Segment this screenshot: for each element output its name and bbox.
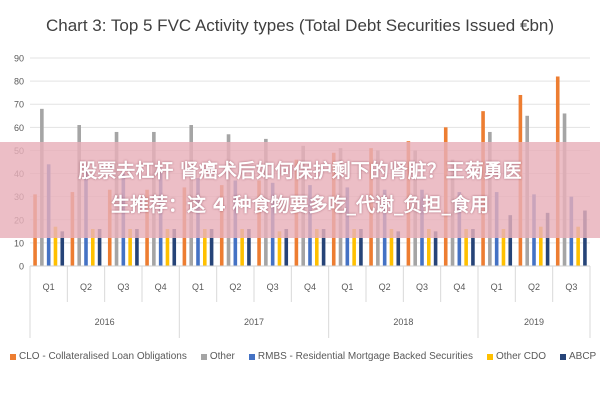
- bar: [539, 226, 543, 266]
- x-tick-label: Q1: [192, 282, 204, 292]
- bar: [172, 229, 177, 266]
- x-tick-label: Q4: [155, 282, 167, 292]
- x-tick-label: Q4: [304, 282, 316, 292]
- y-tick-label: 0: [19, 262, 24, 272]
- bar: [60, 231, 65, 266]
- bar: [464, 229, 468, 266]
- year-label: 2016: [95, 317, 115, 327]
- bar: [508, 215, 513, 266]
- overlay-headline-line1: 股票去杠杆 肾癌术后如何保护剩下的肾脏？王菊勇医: [78, 160, 522, 182]
- bar: [321, 229, 326, 266]
- legend-swatch: [10, 353, 16, 360]
- x-tick-label: Q2: [528, 282, 540, 292]
- x-tick-label: Q3: [117, 282, 129, 292]
- legend-label: Other: [209, 351, 235, 362]
- year-label: 2018: [393, 317, 413, 327]
- legend-label: CLO - Collateralised Loan Obligations: [19, 351, 187, 362]
- bar: [315, 229, 319, 266]
- bar: [284, 229, 289, 266]
- bar: [247, 229, 251, 266]
- overlay-headline[interactable]: 股票去杠杆 肾癌术后如何保护剩下的肾脏？王菊勇医 生推荐：这 4 种食物要多吃_…: [0, 154, 600, 222]
- bar: [209, 229, 214, 266]
- x-tick-label: Q4: [453, 282, 465, 292]
- x-tick-label: Q2: [80, 282, 92, 292]
- legend-item: CLO - Collateralised Loan Obligations: [10, 351, 187, 362]
- bar: [203, 229, 207, 266]
- x-tick-label: Q1: [491, 282, 503, 292]
- x-tick-label: Q3: [565, 282, 577, 292]
- x-tick-label: Q3: [416, 282, 428, 292]
- bar: [277, 231, 282, 266]
- x-tick-label: Q1: [341, 282, 353, 292]
- overlay-banner: [0, 142, 600, 238]
- bar: [389, 229, 394, 266]
- bar: [97, 229, 102, 266]
- bar: [583, 210, 587, 266]
- legend-swatch: [248, 353, 255, 360]
- legend-item: RMBS - Residential Mortgage Backed Secur…: [248, 351, 473, 362]
- bar: [545, 212, 550, 266]
- bar: [471, 229, 475, 266]
- chart-legend: CLO - Collateralised Loan Obligations Oth…: [10, 351, 596, 362]
- y-tick-label: 60: [14, 123, 24, 133]
- legend-item: Other CDO: [486, 351, 546, 362]
- bar: [427, 229, 431, 266]
- x-tick-label: Q2: [229, 282, 241, 292]
- year-label: 2017: [244, 317, 264, 327]
- y-tick-label: 90: [14, 54, 24, 64]
- bar: [396, 231, 401, 266]
- x-tick-label: Q2: [379, 282, 391, 292]
- overlay-headline-line2: 生推荐：这 4 种食物要多吃_代谢_负担_食用: [111, 194, 489, 216]
- bar: [165, 229, 170, 266]
- bar: [240, 229, 244, 266]
- y-tick-label: 80: [14, 77, 24, 87]
- legend-swatch: [560, 353, 566, 360]
- bar: [501, 229, 506, 266]
- bar: [91, 229, 95, 266]
- bar: [576, 226, 580, 266]
- y-tick-label: 10: [14, 238, 24, 248]
- bar: [359, 229, 363, 266]
- chart-title: Chart 3: Top 5 FVC Activity types (Total…: [45, 16, 555, 35]
- bar: [352, 229, 356, 266]
- legend-item: Other: [200, 351, 235, 362]
- x-axis: Q1 Q2 Q3 Q4 Q1 Q2 Q3 Q4 Q1 Q2 Q3 Q4 Q1 Q2 Q3 2016 2017 20…: [29, 265, 591, 338]
- legend-label: RMBS - Residential Mortgage Backed Secur…: [257, 351, 473, 362]
- legend-swatch: [486, 353, 493, 360]
- bar: [128, 229, 132, 266]
- legend-label: ABCP: [569, 351, 597, 362]
- x-tick-label: Q1: [43, 282, 55, 292]
- bar: [53, 226, 58, 266]
- legend-label: Other CDO: [495, 351, 546, 362]
- bar: [135, 229, 139, 266]
- legend-swatch: [200, 353, 207, 360]
- y-tick-label: 70: [14, 100, 24, 110]
- legend-item: ABCP: [560, 351, 596, 362]
- bar: [433, 231, 438, 266]
- x-tick-label: Q3: [267, 282, 279, 292]
- year-label: 2019: [524, 317, 544, 327]
